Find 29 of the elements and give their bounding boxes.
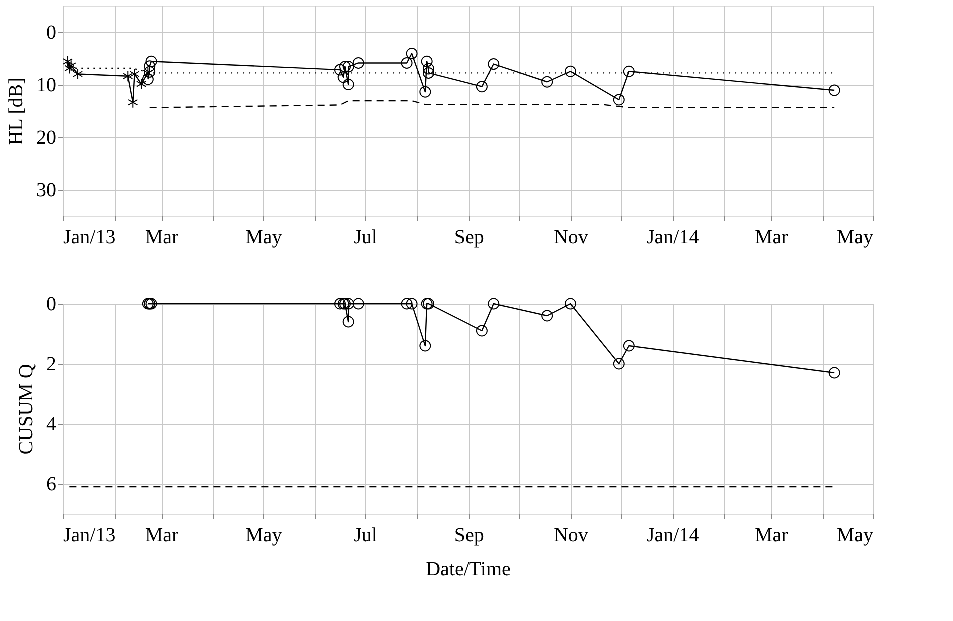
x-tick-label: May — [836, 524, 874, 546]
y-tick-label: 0 — [46, 294, 56, 316]
y-tick-label: 0 — [46, 22, 56, 44]
y-tick-label: 30 — [36, 179, 56, 202]
x-tick-label: Jan/14 — [646, 524, 700, 546]
x-tick-label: Sep — [454, 226, 484, 248]
x-tick-label: Mar — [754, 524, 789, 546]
y-axis-title: CUSUM Q — [16, 364, 38, 455]
y-tick-label: 2 — [46, 354, 56, 376]
x-tick-label: Jan/14 — [646, 226, 700, 248]
x-tick-label: Sep — [454, 524, 484, 546]
x-tick-label: May — [246, 226, 282, 248]
y-tick-label: 4 — [46, 414, 56, 436]
x-tick-label: Mar — [145, 524, 180, 546]
y-tick-label: 10 — [36, 74, 56, 96]
x-tick-label: May — [836, 226, 874, 248]
x-tick-label: Nov — [554, 226, 588, 248]
y-axis-title: HL [dB] — [6, 78, 28, 146]
y-tick-label: 20 — [36, 126, 56, 149]
x-tick-label: Nov — [554, 524, 588, 546]
y-tick-label: 6 — [46, 474, 56, 496]
x-tick-label: Jan/13 — [64, 226, 116, 248]
x-axis-title: Date/Time — [426, 558, 512, 580]
x-tick-label: Jul — [354, 524, 378, 546]
x-tick-label: Mar — [145, 226, 180, 248]
x-tick-label: May — [246, 524, 282, 546]
x-tick-label: Jan/13 — [64, 524, 116, 546]
x-tick-label: Mar — [754, 226, 789, 248]
x-tick-label: Jul — [354, 226, 378, 248]
